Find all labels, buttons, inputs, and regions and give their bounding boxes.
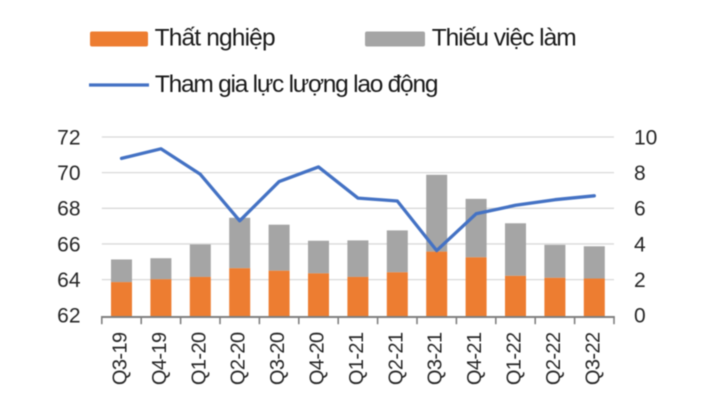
svg-text:70: 70 <box>57 162 80 185</box>
svg-text:2: 2 <box>634 269 646 292</box>
svg-text:0: 0 <box>634 305 646 328</box>
svg-text:Q4-20: Q4-20 <box>307 332 329 385</box>
svg-text:64: 64 <box>57 269 81 292</box>
svg-text:Q3-21: Q3-21 <box>425 332 447 385</box>
svg-text:Q2-21: Q2-21 <box>385 332 407 385</box>
svg-text:68: 68 <box>57 198 80 221</box>
svg-text:62: 62 <box>57 305 80 328</box>
svg-text:4: 4 <box>634 233 646 256</box>
svg-text:Q2-20: Q2-20 <box>228 332 250 385</box>
svg-text:Q4-19: Q4-19 <box>149 332 171 385</box>
svg-text:66: 66 <box>57 233 80 256</box>
svg-text:Q3-22: Q3-22 <box>582 332 604 385</box>
svg-text:Q1-22: Q1-22 <box>504 332 526 385</box>
svg-text:Q3-20: Q3-20 <box>267 332 289 385</box>
svg-text:72: 72 <box>57 126 80 149</box>
svg-text:Q2-22: Q2-22 <box>543 332 565 385</box>
svg-text:Thất nghiệp: Thất nghiệp <box>155 24 275 51</box>
svg-text:Q1-21: Q1-21 <box>346 332 368 385</box>
svg-text:Thiếu việc làm: Thiếu việc làm <box>432 24 576 51</box>
svg-text:Q4-21: Q4-21 <box>464 332 486 385</box>
svg-text:Q1-20: Q1-20 <box>188 332 210 385</box>
svg-text:Q3-19: Q3-19 <box>110 332 132 385</box>
svg-text:10: 10 <box>634 126 657 149</box>
svg-text:6: 6 <box>634 198 646 221</box>
svg-text:Tham gia lực lượng lao động: Tham gia lực lượng lao động <box>155 71 438 98</box>
svg-text:8: 8 <box>634 162 646 185</box>
